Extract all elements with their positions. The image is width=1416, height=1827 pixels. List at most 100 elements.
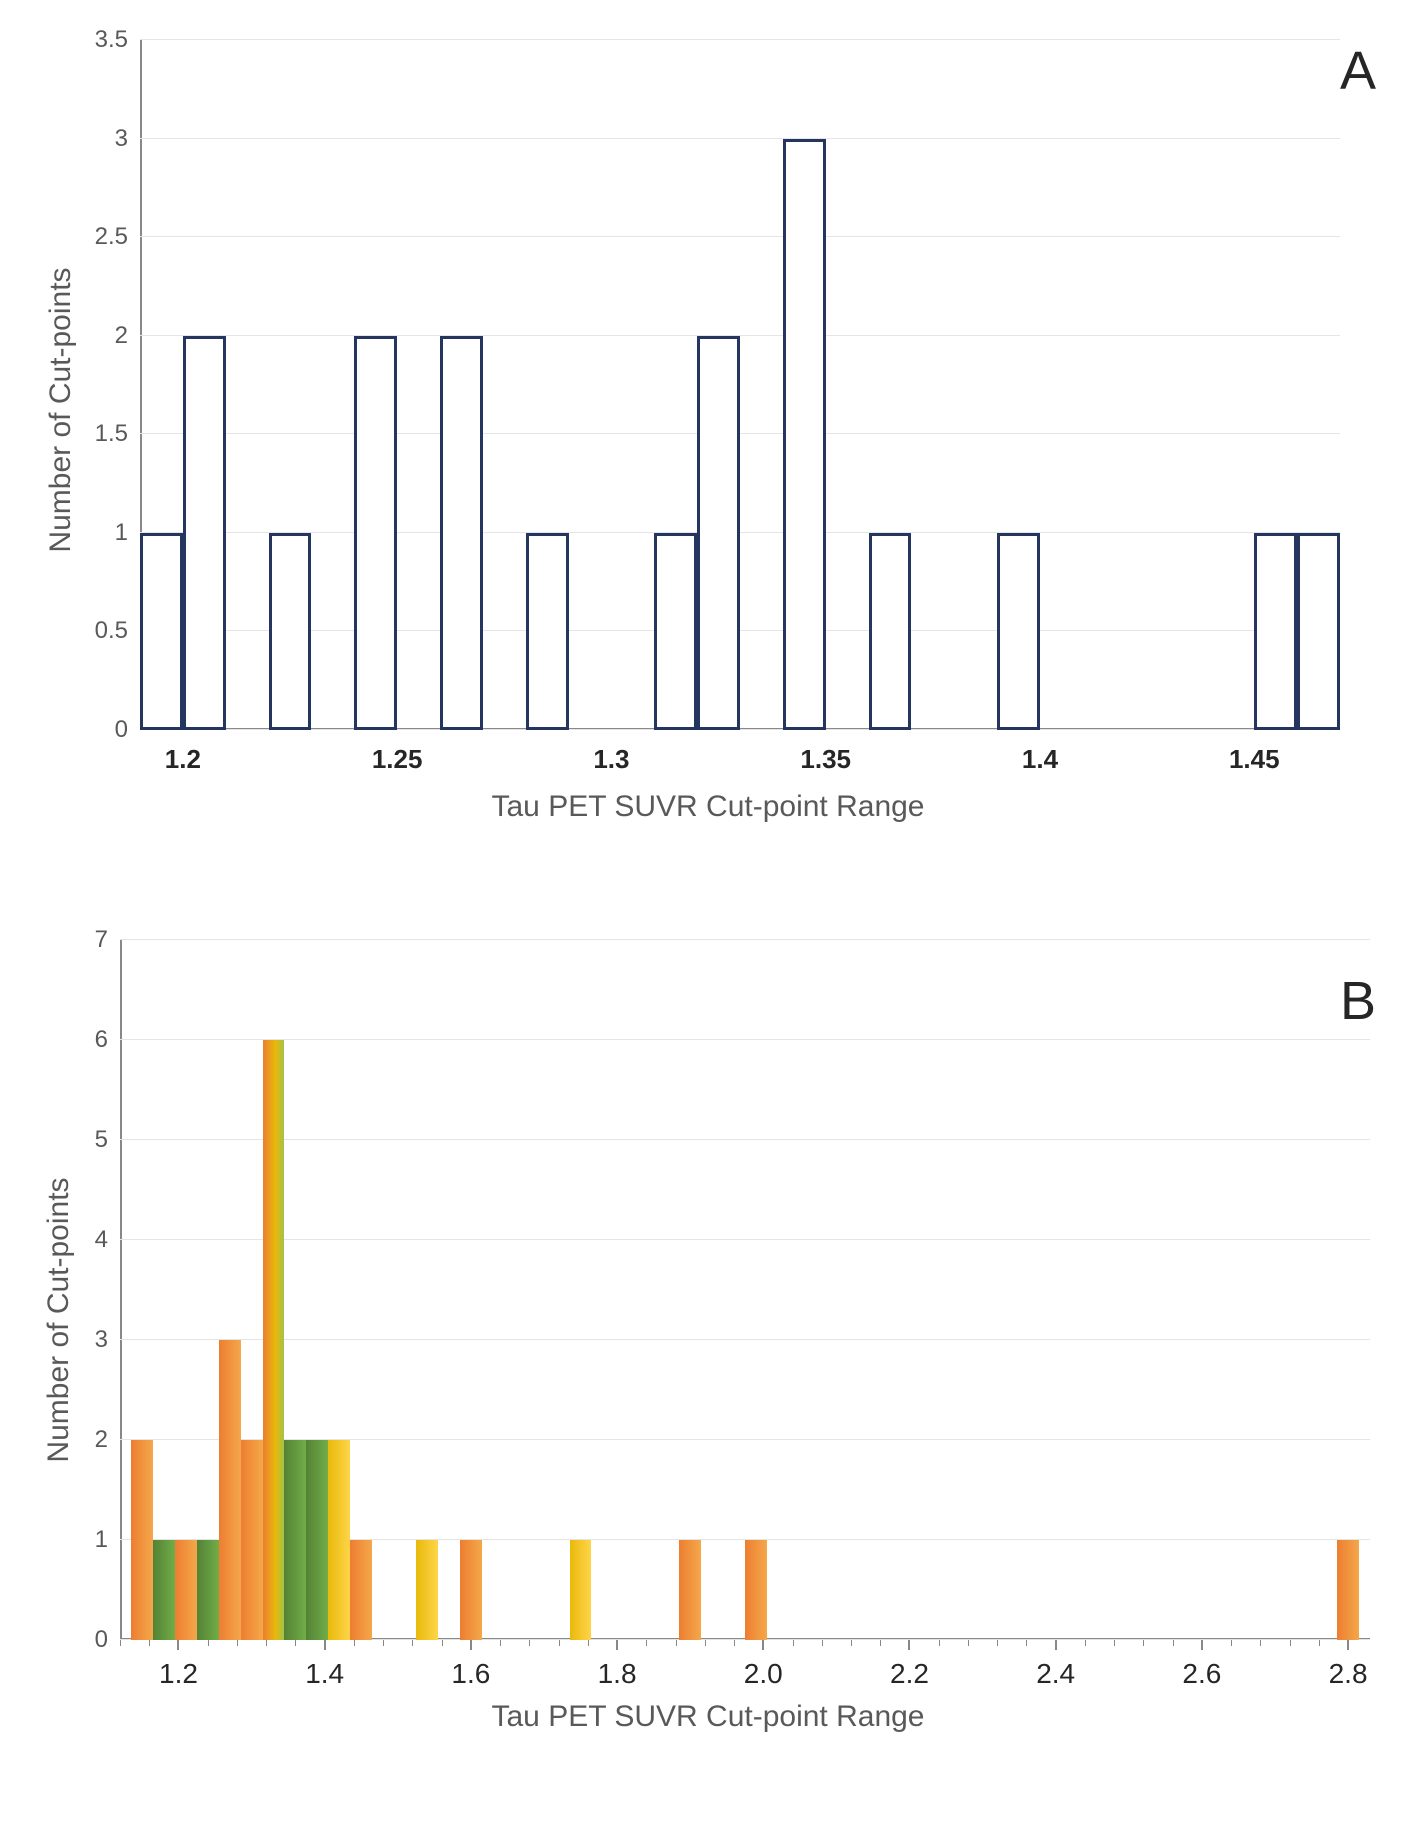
chart-b-xtick-minor: [383, 1640, 384, 1646]
chart-b-x-axis-title: Tau PET SUVR Cut-point Range: [492, 1700, 925, 1734]
chart-b-xtick-minor: [617, 1640, 618, 1646]
chart-b-xtick-label: 2.4: [1036, 1640, 1075, 1690]
chart-b-bar: [284, 1440, 306, 1640]
chart-b-xtick-minor: [1348, 1640, 1349, 1646]
chart-b-xtick-minor: [178, 1640, 179, 1646]
chart-b-xtick-minor: [1260, 1640, 1261, 1646]
chart-b-xtick-label: 2.6: [1182, 1640, 1221, 1690]
figure-page: A Number of Cut-points Tau PET SUVR Cut-…: [0, 0, 1416, 1827]
chart-b-gridline: [120, 1239, 1370, 1240]
chart-a-xtick-label: 1.3: [593, 730, 629, 775]
chart-b-xtick-minor: [1056, 1640, 1057, 1646]
chart-b-y-axis-title: Number of Cut-points: [42, 1177, 76, 1462]
chart-b-xtick-minor: [1114, 1640, 1115, 1646]
chart-a-ytick-label: 3.5: [95, 26, 140, 54]
chart-b-ytick-label: 6: [95, 1026, 120, 1054]
chart-a-plot: 00.511.522.533.51.21.251.31.351.41.45: [140, 40, 1340, 730]
chart-a-ytick-label: 2.5: [95, 223, 140, 251]
chart-b-xtick-label: 1.6: [451, 1640, 490, 1690]
chart-b-xtick-minor: [909, 1640, 910, 1646]
chart-b-xtick-minor: [880, 1640, 881, 1646]
chart-b-bar: [175, 1540, 197, 1640]
chart-a-gridline: [140, 39, 1340, 40]
chart-a-ytick-label: 3: [115, 125, 140, 153]
chart-b-bar: [306, 1440, 328, 1640]
chart-a-gridline: [140, 729, 1340, 730]
chart-b-xtick-minor: [529, 1640, 530, 1646]
chart-a-gridline: [140, 630, 1340, 631]
chart-a-gridline: [140, 335, 1340, 336]
chart-b-xtick-minor: [471, 1640, 472, 1646]
chart-b-xtick-minor: [676, 1640, 677, 1646]
chart-b-xtick-label: 2.2: [890, 1640, 929, 1690]
chart-b-bar: [328, 1440, 350, 1640]
chart-b-bar: [1337, 1540, 1359, 1640]
chart-b-gridline: [120, 1339, 1370, 1340]
chart-b-xtick-minor: [295, 1640, 296, 1646]
chart-a-y-axis-title: Number of Cut-points: [44, 267, 78, 552]
chart-b-ytick-label: 0: [95, 1626, 120, 1654]
chart-a-gridline: [140, 433, 1340, 434]
chart-b-xtick-minor: [1085, 1640, 1086, 1646]
chart-b-xtick-minor: [1026, 1640, 1027, 1646]
chart-a-bar: [1254, 533, 1297, 730]
panel-a: A Number of Cut-points Tau PET SUVR Cut-…: [0, 0, 1416, 880]
chart-b-xtick-minor: [734, 1640, 735, 1646]
chart-b-xtick-minor: [500, 1640, 501, 1646]
chart-b-xtick-minor: [354, 1640, 355, 1646]
chart-a-bar: [869, 533, 912, 730]
chart-b-xtick-minor: [763, 1640, 764, 1646]
chart-b-gridline: [120, 1039, 1370, 1040]
chart-b-xtick-label: 1.8: [598, 1640, 637, 1690]
chart-b-bar: [219, 1340, 241, 1640]
chart-b-xtick-minor: [149, 1640, 150, 1646]
chart-b-bar: [460, 1540, 482, 1640]
chart-b-xtick-minor: [793, 1640, 794, 1646]
chart-b-xtick-label: 1.2: [159, 1640, 198, 1690]
chart-b-plot: 012345671.21.41.61.82.02.22.42.62.8: [120, 940, 1370, 1640]
chart-b-bar: [679, 1540, 701, 1640]
chart-a-xtick-label: 1.4: [1022, 730, 1058, 775]
chart-b-ytick-label: 3: [95, 1326, 120, 1354]
chart-a-ytick-label: 1: [115, 519, 140, 547]
chart-b-bar: [153, 1540, 175, 1640]
chart-a-bar: [183, 336, 226, 730]
chart-b-xtick-minor: [588, 1640, 589, 1646]
chart-a-bar: [269, 533, 312, 730]
chart-b-xtick-minor: [997, 1640, 998, 1646]
chart-b-xtick-minor: [822, 1640, 823, 1646]
chart-b-xtick-minor: [939, 1640, 940, 1646]
chart-b-xtick-minor: [266, 1640, 267, 1646]
chart-a-bar: [140, 533, 183, 730]
chart-b-bar: [350, 1540, 372, 1640]
chart-a-bar: [697, 336, 740, 730]
chart-a-gridline: [140, 532, 1340, 533]
chart-a-xtick-label: 1.35: [800, 730, 851, 775]
chart-a-xtick-label: 1.25: [372, 730, 423, 775]
chart-b-xtick-minor: [208, 1640, 209, 1646]
chart-a-bar: [997, 533, 1040, 730]
chart-b-axis-y: [120, 940, 122, 1640]
chart-a-ytick-label: 0: [115, 716, 140, 744]
chart-b-xtick-minor: [1290, 1640, 1291, 1646]
chart-a-bar: [354, 336, 397, 730]
chart-b-xtick-minor: [237, 1640, 238, 1646]
chart-a-ytick-label: 1.5: [95, 420, 140, 448]
chart-b-gridline: [120, 1139, 1370, 1140]
chart-b-xtick-minor: [968, 1640, 969, 1646]
chart-a-x-axis-title: Tau PET SUVR Cut-point Range: [492, 790, 925, 824]
chart-a-gridline: [140, 138, 1340, 139]
chart-b-xtick-minor: [851, 1640, 852, 1646]
chart-b-gridline: [120, 939, 1370, 940]
panel-letter-a: A: [1340, 40, 1376, 102]
chart-b-xtick-minor: [1173, 1640, 1174, 1646]
chart-b-xtick-minor: [120, 1640, 121, 1646]
chart-a-bar: [1297, 533, 1340, 730]
chart-b-ytick-label: 7: [95, 926, 120, 954]
chart-b-xtick-minor: [646, 1640, 647, 1646]
chart-a-xtick-label: 1.2: [165, 730, 201, 775]
chart-b-bar: [745, 1540, 767, 1640]
chart-b-xtick-minor: [1231, 1640, 1232, 1646]
chart-a-bar: [526, 533, 569, 730]
chart-b-xtick-minor: [705, 1640, 706, 1646]
